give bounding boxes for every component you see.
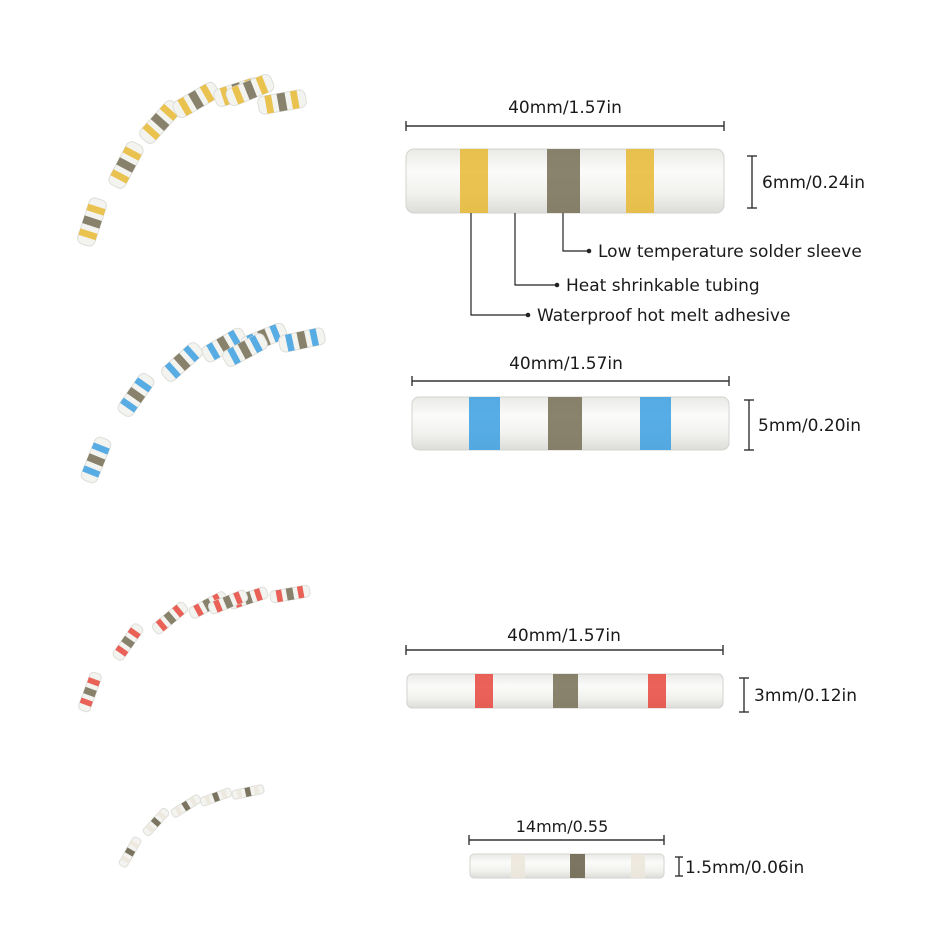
photo-connector	[172, 81, 220, 119]
diameter-dimension: 3mm/0.12in	[739, 677, 857, 713]
connector-diagram-red: 40mm/1.57in 3mm/0.12in	[405, 626, 857, 713]
adhesive-band-right	[640, 397, 671, 450]
solder-ring	[547, 149, 580, 213]
photo-group-white	[118, 784, 265, 868]
solder-ring	[553, 674, 578, 708]
photo-connector	[139, 100, 181, 144]
callout-solder-sleeve: Low temperature solder sleeve	[562, 213, 862, 262]
length-label: 14mm/0.55	[516, 817, 609, 836]
photo-connector	[269, 584, 311, 604]
photo-connector	[231, 784, 265, 800]
adhesive-band-left	[511, 854, 525, 878]
photo-connector	[117, 373, 155, 417]
photo-group-red	[78, 584, 311, 713]
connector-diagram-white: 14mm/0.55 1.5mm/0.06in	[468, 817, 804, 879]
length-dimension: 40mm/1.57in	[411, 354, 730, 386]
sleeve-tube	[406, 673, 724, 709]
adhesive-band-right	[648, 674, 666, 708]
length-label: 40mm/1.57in	[507, 626, 621, 646]
photo-connector	[142, 807, 170, 837]
photo-connector	[161, 342, 203, 382]
diameter-label: 3mm/0.12in	[754, 686, 857, 706]
solder-ring	[548, 397, 582, 450]
diameter-dimension: 1.5mm/0.06in	[675, 856, 804, 878]
photo-connector	[108, 141, 144, 189]
photo-connector	[222, 333, 268, 367]
adhesive-band-right	[631, 854, 645, 878]
callout-heat-tubing: Heat shrinkable tubing	[514, 213, 760, 296]
photo-connector	[112, 623, 144, 661]
photo-connector	[170, 794, 202, 818]
photo-group-yellow	[77, 73, 307, 247]
callout-heat-tubing-label: Heat shrinkable tubing	[566, 276, 760, 296]
adhesive-band-left	[475, 674, 493, 708]
diameter-dimension: 6mm/0.24in	[747, 155, 865, 209]
adhesive-band-left	[469, 397, 500, 450]
length-dimension: 14mm/0.55	[468, 817, 665, 845]
sleeve-tube	[411, 396, 730, 451]
photo-connector	[80, 436, 112, 484]
diameter-label: 5mm/0.20in	[758, 416, 861, 436]
length-dimension: 40mm/1.57in	[405, 626, 724, 655]
photo-connector	[78, 671, 102, 713]
callout-hot-melt: Waterproof hot melt adhesive	[470, 213, 790, 326]
length-dimension: 40mm/1.57in	[405, 98, 725, 131]
sleeve-tube	[405, 148, 725, 214]
callout-solder-sleeve-label: Low temperature solder sleeve	[598, 242, 862, 262]
photo-connector	[225, 73, 275, 107]
photo-connector	[257, 89, 307, 115]
connector-diagram-yellow: 40mm/1.57in 6mm/0.24in Low temperature s…	[405, 98, 865, 326]
connector-diagram-blue: 40mm/1.57in 5mm/0.20in	[411, 354, 861, 451]
callout-hot-melt-label: Waterproof hot melt adhesive	[537, 306, 790, 326]
sleeve-tube	[469, 853, 665, 879]
length-label: 40mm/1.57in	[509, 354, 623, 374]
photo-connector	[278, 327, 326, 353]
length-label: 40mm/1.57in	[508, 98, 622, 118]
diameter-label: 6mm/0.24in	[762, 173, 865, 193]
diameter-label: 1.5mm/0.06in	[685, 858, 804, 878]
photo-connector	[199, 787, 233, 807]
solder-ring	[570, 854, 585, 878]
adhesive-band-left	[460, 149, 488, 213]
photo-connector	[207, 589, 249, 615]
adhesive-band-right	[626, 149, 654, 213]
photo-connector	[151, 601, 189, 635]
diameter-dimension: 5mm/0.20in	[744, 399, 861, 451]
photo-group-blue	[80, 322, 326, 484]
photo-connector	[118, 836, 142, 868]
photo-connector	[77, 197, 107, 247]
